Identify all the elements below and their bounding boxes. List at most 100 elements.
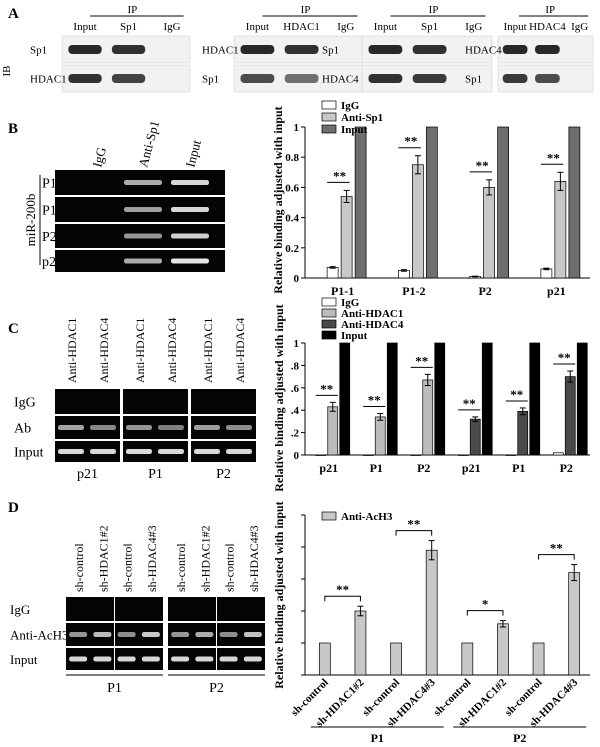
ip-header: IP	[128, 4, 138, 16]
significance-mark: **	[407, 517, 420, 532]
significance-mark: **	[476, 158, 489, 173]
bar	[412, 164, 424, 279]
blot-band	[284, 74, 319, 83]
gel-band	[194, 425, 220, 430]
gel-band	[219, 632, 238, 637]
panel-letter-d: D	[8, 500, 19, 516]
group-label: P2	[513, 731, 526, 745]
blot-band	[68, 74, 102, 83]
y-tick-label: 0	[294, 273, 300, 285]
legend-label: Input	[341, 330, 368, 342]
gel-band	[69, 656, 88, 662]
ip-header: IP	[301, 4, 311, 16]
significance-bracket	[324, 595, 361, 602]
x-tick-label: p21	[319, 461, 338, 475]
gel-row	[55, 441, 120, 462]
significance-mark: **	[333, 168, 346, 183]
legend-swatch	[321, 511, 337, 521]
gel-band	[158, 425, 184, 430]
gel-row-label: Ab	[14, 422, 31, 437]
blot-band	[502, 45, 528, 54]
gel-band	[141, 632, 160, 637]
gel-lane-label: sh-control	[223, 543, 237, 592]
legend-swatch	[321, 319, 337, 329]
gel-band	[226, 449, 252, 454]
blot-band	[68, 45, 102, 54]
row-label: Sp1	[30, 45, 47, 57]
row-label: HDAC1	[202, 45, 239, 57]
bar	[327, 406, 339, 456]
gel-row	[191, 441, 256, 462]
significance-bracket	[395, 530, 433, 536]
bar	[426, 126, 438, 279]
legend-label: Anti-HDAC1	[341, 308, 403, 320]
bar	[552, 452, 564, 456]
legend-swatch	[321, 100, 337, 110]
gel-lane-label: sh-control	[174, 543, 188, 592]
gel-row-label: P1-1	[42, 177, 68, 192]
gel-row	[55, 389, 120, 414]
bar	[422, 379, 434, 456]
gel-lane-label: Input	[182, 138, 204, 169]
gel-row-label: IgG	[14, 396, 36, 411]
significance-mark: **	[368, 393, 381, 408]
y-tick-label: 0.8	[285, 152, 299, 164]
lane-label: Input	[374, 21, 397, 33]
blot-band	[412, 45, 447, 54]
gel-row	[191, 389, 256, 414]
gel-band	[171, 656, 190, 662]
lane-label: IgG	[164, 21, 181, 33]
bar	[576, 342, 588, 456]
y-tick-label: 1	[294, 338, 300, 350]
x-tick-label: P1-2	[402, 284, 425, 298]
legend-swatch	[321, 124, 337, 134]
gel-band	[195, 656, 214, 662]
y-tick-label: 0.6	[285, 182, 299, 194]
gel-lane-label: Anti-HDAC1	[201, 318, 215, 383]
significance-mark: **	[558, 350, 571, 365]
gel-row	[123, 389, 188, 414]
lane-label: Input	[73, 21, 96, 33]
y-tick-label: .2	[291, 428, 300, 440]
y-axis-title: Relative binding adjusted with input	[272, 304, 286, 491]
gel-row	[123, 416, 188, 439]
bar	[483, 187, 495, 279]
gel-band	[219, 656, 238, 662]
lane-label: IgG	[465, 21, 482, 33]
lane-label: IgG	[337, 21, 354, 33]
legend-swatch	[321, 330, 337, 340]
legend-label: Input	[341, 124, 368, 136]
gel-band	[58, 449, 84, 454]
ib-label: IB	[1, 66, 13, 77]
gel-row	[191, 416, 256, 439]
blot-band	[284, 45, 319, 54]
gel-band	[126, 425, 152, 430]
significance-mark: **	[320, 381, 333, 396]
y-axis-title: Relative binding adjusted with input	[271, 106, 285, 293]
x-tick-label: P2	[560, 461, 573, 475]
gel-side-label: miR-200b	[23, 194, 38, 247]
gel-group-label: P1	[107, 681, 122, 696]
lane-label: Sp1	[120, 21, 137, 33]
gel-band	[171, 233, 209, 239]
gel-lane-label: Anti-HDAC1	[133, 318, 147, 383]
row-label: HDAC4	[465, 45, 502, 57]
x-tick-label: P2	[417, 461, 430, 475]
gel-lane-label: Anti-Sp1	[135, 119, 162, 169]
x-tick-label: P1	[512, 461, 525, 475]
gel-lane-label: Anti-HDAC4	[165, 318, 179, 383]
blot-band	[535, 45, 560, 54]
gel-group-label: P1	[148, 467, 163, 482]
legend-label: IgG	[341, 100, 360, 112]
bar	[505, 454, 517, 456]
row-label: Sp1	[465, 74, 482, 86]
gel-band	[243, 656, 262, 662]
lane-label: Input	[503, 21, 526, 33]
blot-band	[240, 74, 275, 83]
group-label: P1	[371, 731, 384, 745]
significance-bracket	[466, 610, 504, 616]
panel-letter-a: A	[8, 6, 19, 22]
lane-label: Input	[246, 21, 269, 33]
bar	[564, 376, 576, 456]
